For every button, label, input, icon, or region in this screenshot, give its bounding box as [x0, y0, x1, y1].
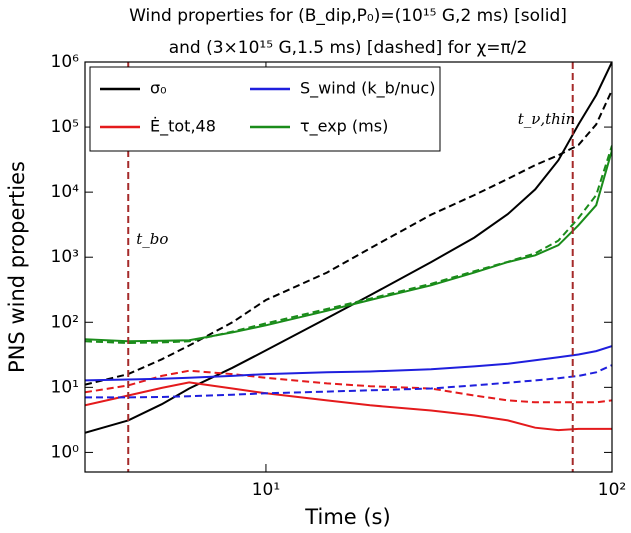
- x-tick-label: 10¹: [252, 480, 280, 500]
- dashed-line: [85, 89, 612, 386]
- y-tick-label: 10³: [51, 247, 79, 267]
- legend-label: τ_exp (ms): [300, 117, 388, 137]
- y-tick-label: 10²: [51, 312, 79, 332]
- plot-lines: [85, 62, 612, 434]
- x-axis-label: Time (s): [304, 505, 390, 529]
- legend-label: Ė_tot,48: [150, 117, 216, 137]
- dashed-line: [85, 145, 612, 345]
- y-tick-label: 10⁴: [51, 182, 80, 202]
- annotation-text: t_bo: [136, 230, 168, 248]
- legend-box: [89, 66, 441, 152]
- y-tick-label: 10⁶: [51, 52, 80, 72]
- y-tick-label: 10⁰: [51, 442, 80, 462]
- legend-label: σ₀: [150, 79, 167, 98]
- annotation-text: t_ν,thin: [518, 110, 576, 128]
- chart-subtitle: and (3×10¹⁵ G,1.5 ms) [dashed] for χ=π/2: [169, 38, 528, 58]
- line: [85, 150, 612, 343]
- y-tick-label: 10¹: [51, 377, 79, 397]
- y-tick-label: 10⁵: [51, 117, 79, 137]
- dashed-line: [85, 369, 612, 404]
- dashed-line: [85, 364, 612, 399]
- x-tick-label: 10²: [598, 480, 626, 500]
- y-axis-label: PNS wind properties: [5, 161, 29, 373]
- chart-title: Wind properties for (B_dip,P₀)=(10¹⁵ G,2…: [129, 6, 567, 26]
- legend-label: S_wind (k_b/nuc): [300, 79, 435, 99]
- plot-frame: [84, 61, 613, 473]
- line: [85, 381, 612, 432]
- line: [85, 345, 612, 382]
